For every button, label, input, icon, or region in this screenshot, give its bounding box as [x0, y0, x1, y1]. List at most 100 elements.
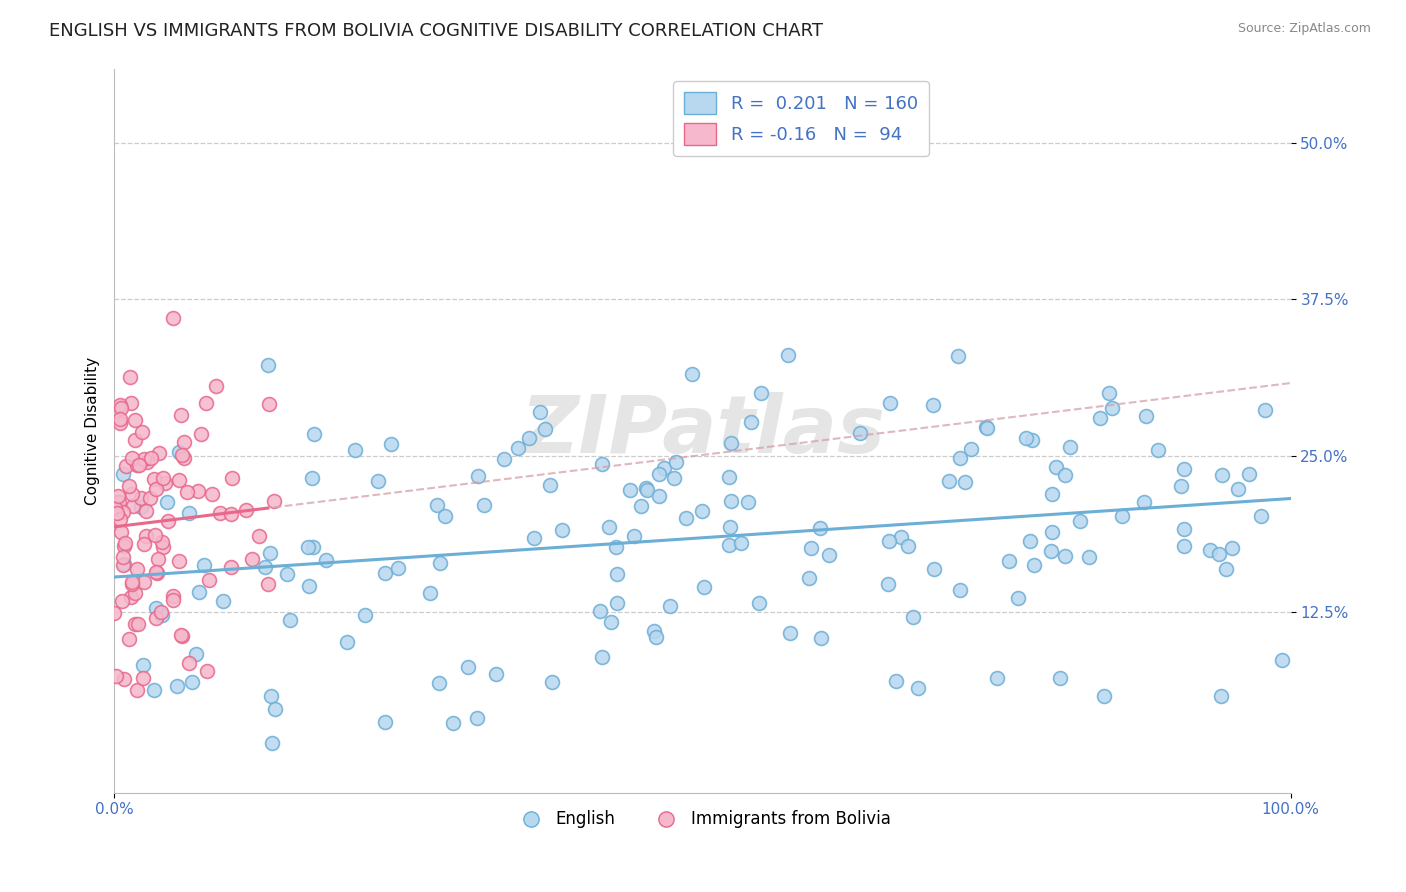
Point — [1053, 549, 1076, 563]
Point — [121, 487, 143, 501]
Text: Source: ZipAtlas.com: Source: ZipAtlas.com — [1237, 22, 1371, 36]
Point — [135, 528, 157, 542]
Point — [949, 451, 972, 466]
Point — [879, 395, 901, 409]
Point — [538, 478, 561, 492]
Point — [111, 549, 134, 564]
Point — [800, 541, 823, 555]
Point — [104, 500, 127, 515]
Point — [1049, 671, 1071, 685]
Point — [132, 575, 155, 590]
Point — [111, 505, 134, 519]
Point — [374, 566, 396, 581]
Point — [1239, 467, 1261, 482]
Point — [264, 702, 287, 716]
Point — [1059, 440, 1081, 454]
Point — [523, 531, 546, 545]
Point — [541, 674, 564, 689]
Point — [1098, 386, 1121, 401]
Point — [1088, 410, 1111, 425]
Point — [441, 716, 464, 731]
Point — [301, 471, 323, 485]
Point — [662, 470, 685, 484]
Point — [1173, 522, 1195, 536]
Point — [606, 596, 628, 610]
Point — [131, 425, 153, 439]
Point — [253, 560, 276, 574]
Point — [1040, 524, 1063, 539]
Text: ZIPatlas: ZIPatlas — [520, 392, 884, 469]
Point — [591, 650, 613, 665]
Point — [145, 601, 167, 615]
Point — [111, 467, 134, 481]
Point — [184, 648, 207, 662]
Point — [135, 504, 157, 518]
Point — [188, 585, 211, 599]
Point — [115, 459, 138, 474]
Point — [946, 349, 969, 363]
Point — [156, 495, 179, 509]
Point — [492, 451, 515, 466]
Point — [1173, 539, 1195, 553]
Point — [176, 484, 198, 499]
Point — [162, 311, 184, 326]
Point — [128, 458, 150, 473]
Point — [249, 529, 271, 543]
Point — [648, 467, 671, 482]
Point — [485, 667, 508, 681]
Point — [380, 436, 402, 450]
Point — [589, 604, 612, 618]
Point — [146, 566, 169, 581]
Point — [162, 592, 184, 607]
Point — [675, 510, 697, 524]
Point — [262, 736, 284, 750]
Point — [124, 586, 146, 600]
Point — [1147, 443, 1170, 458]
Point — [121, 577, 143, 591]
Point — [257, 359, 280, 373]
Point — [636, 483, 658, 497]
Point — [779, 626, 801, 640]
Point — [276, 566, 298, 581]
Point — [645, 630, 668, 644]
Point — [143, 528, 166, 542]
Point — [467, 711, 489, 725]
Point — [110, 511, 132, 525]
Point — [849, 426, 872, 441]
Point — [643, 624, 665, 639]
Point — [986, 671, 1008, 685]
Point — [235, 503, 257, 517]
Point — [1135, 409, 1157, 423]
Point — [107, 489, 129, 503]
Point — [654, 461, 676, 475]
Point — [141, 451, 163, 466]
Point — [104, 495, 127, 509]
Text: ENGLISH VS IMMIGRANTS FROM BOLIVIA COGNITIVE DISABILITY CORRELATION CHART: ENGLISH VS IMMIGRANTS FROM BOLIVIA COGNI… — [49, 22, 823, 40]
Point — [718, 470, 741, 484]
Point — [529, 405, 551, 419]
Point — [302, 427, 325, 442]
Point — [810, 631, 832, 645]
Point — [127, 617, 149, 632]
Point — [922, 398, 945, 412]
Point — [104, 669, 127, 683]
Point — [190, 427, 212, 442]
Point — [139, 491, 162, 505]
Point — [198, 573, 221, 587]
Point — [354, 607, 377, 622]
Point — [1227, 483, 1250, 497]
Point — [134, 451, 156, 466]
Point — [344, 442, 367, 457]
Point — [263, 494, 285, 508]
Point — [1018, 533, 1040, 548]
Point — [194, 396, 217, 410]
Point — [103, 606, 125, 620]
Point — [1254, 403, 1277, 417]
Point — [145, 565, 167, 579]
Point — [108, 398, 131, 412]
Point — [132, 537, 155, 551]
Point — [1040, 544, 1063, 558]
Point — [120, 370, 142, 384]
Point — [187, 483, 209, 498]
Point — [533, 421, 555, 435]
